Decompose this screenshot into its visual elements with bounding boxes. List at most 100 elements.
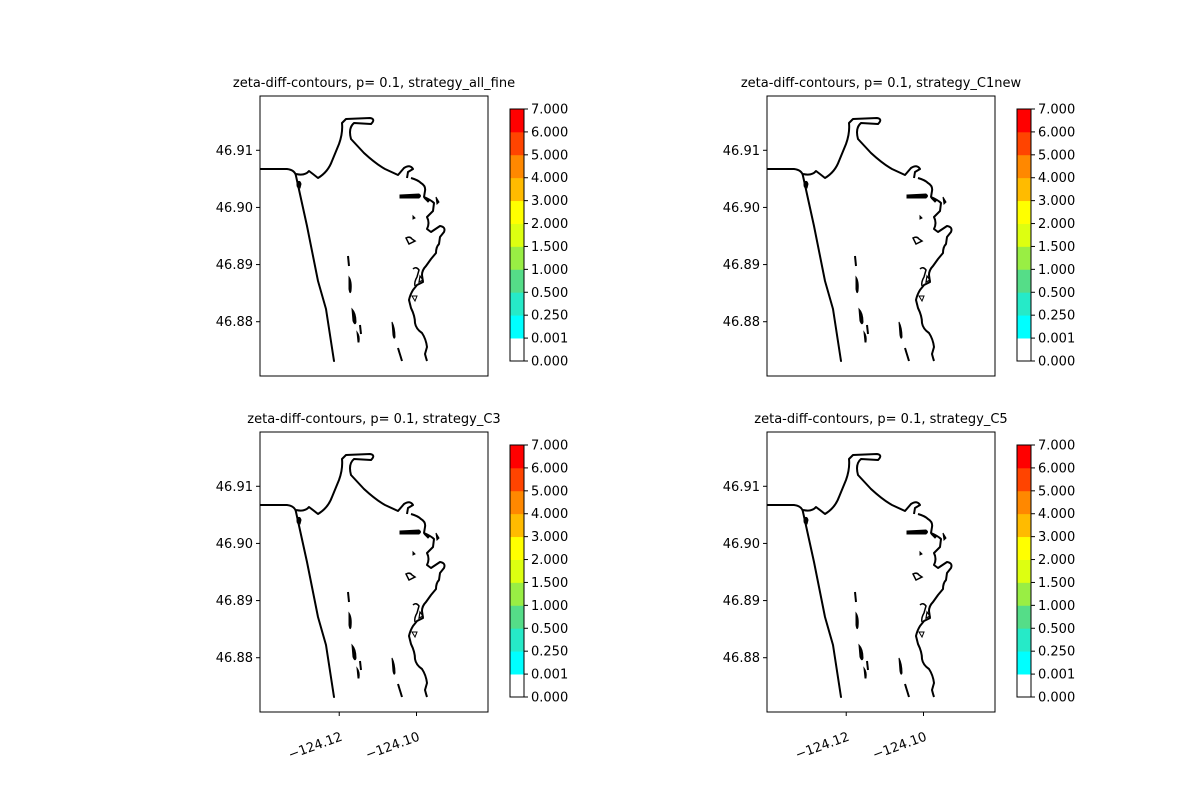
colorbar-segment: [1017, 651, 1031, 675]
axes-frame: [259, 431, 489, 713]
shoreline-contour: [767, 117, 953, 362]
colorbar-tick-label: 0.250: [1038, 645, 1075, 660]
colorbar-tick-label: 4.000: [531, 507, 568, 522]
colorbar-tick-label: 6.000: [1038, 461, 1075, 476]
colorbar-tick-label: 6.000: [531, 461, 568, 476]
colorbar: 0.000 0.001 0.250 0.500 1.000 1.500 2.000 3.000…: [1016, 439, 1075, 706]
colorbar-segment: [510, 154, 524, 179]
colorbar-segment: [510, 513, 524, 538]
colorbar-segment: [1017, 490, 1031, 515]
axes-frame: [259, 95, 489, 377]
colorbar: 0.000 0.001 0.250 0.500 1.000 1.500 2.000 3.000…: [509, 103, 568, 370]
y-tick-label: 46.88: [216, 651, 253, 666]
y-tick-label: 46.90: [216, 537, 253, 552]
colorbar-tick-label: 0.001: [531, 668, 568, 683]
axes-frame: [766, 95, 996, 377]
map-area: [260, 117, 446, 362]
y-tick-label: 46.89: [723, 258, 760, 273]
subplot-title: zeta-diff-contours, p= 0.1, strategy_C1n…: [741, 76, 1022, 91]
colorbar-tick-label: 1.500: [1038, 240, 1075, 255]
colorbar-segment: [1017, 582, 1031, 606]
colorbar-tick-label: 2.000: [1038, 553, 1075, 568]
colorbar-tick-label: 0.250: [531, 309, 568, 324]
subplot-3: zeta-diff-contours, p= 0.1, strategy_C3 4…: [216, 412, 568, 763]
colorbar-tick-label: 4.000: [1038, 171, 1075, 186]
colorbar-tick-label: 7.000: [1038, 103, 1075, 118]
colorbar-tick-label: 7.000: [1038, 439, 1075, 454]
y-tick-label: 46.88: [723, 315, 760, 330]
colorbar-segment: [1017, 223, 1031, 247]
axes-frame: [766, 431, 996, 713]
colorbar-tick-label: 4.000: [1038, 507, 1075, 522]
colorbar-segment: [510, 315, 524, 339]
colorbar-segment: [1017, 467, 1031, 492]
colorbar-segment: [510, 536, 524, 560]
colorbar: 0.000 0.001 0.250 0.500 1.000 1.500 2.000 3.000…: [509, 439, 568, 706]
y-tick-label: 46.90: [216, 201, 253, 216]
colorbar-segment: [1017, 674, 1031, 698]
colorbar-segment: [510, 559, 524, 583]
colorbar-tick-label: 1.500: [531, 576, 568, 591]
colorbar-tick-label: 1.000: [1038, 263, 1075, 278]
colorbar-segment: [1017, 513, 1031, 538]
map-area: [767, 453, 953, 698]
colorbar-tick-label: 0.500: [531, 622, 568, 637]
colorbar-tick-label: 5.000: [531, 148, 568, 163]
colorbar-segment: [1017, 269, 1031, 293]
colorbar-tick-label: 0.001: [531, 332, 568, 347]
colorbar-frame: [509, 108, 525, 362]
colorbar-segment: [1017, 109, 1031, 133]
colorbar-segment: [510, 605, 524, 629]
colorbar-segment: [510, 246, 524, 270]
colorbar-segment: [510, 490, 524, 515]
colorbar-segment: [1017, 154, 1031, 179]
colorbar-segment: [510, 223, 524, 247]
colorbar-segment: [510, 177, 524, 202]
colorbar-segment: [510, 628, 524, 652]
colorbar-tick-label: 2.000: [531, 553, 568, 568]
colorbar-segment: [510, 338, 524, 362]
colorbar-segment: [1017, 605, 1031, 629]
colorbar-segment: [1017, 131, 1031, 156]
map-area: [260, 453, 446, 698]
y-tick-label: 46.91: [216, 144, 253, 159]
colorbar-frame: [509, 444, 525, 698]
subplot-title: zeta-diff-contours, p= 0.1, strategy_C5: [754, 412, 1007, 427]
y-tick-label: 46.91: [723, 480, 760, 495]
colorbar-tick-label: 5.000: [1038, 148, 1075, 163]
colorbar-segment: [510, 445, 524, 469]
subplot-title: zeta-diff-contours, p= 0.1, strategy_all…: [233, 76, 515, 91]
colorbar-tick-label: 6.000: [1038, 125, 1075, 140]
colorbar-tick-label: 0.000: [1038, 355, 1075, 370]
colorbar-tick-label: 0.250: [1038, 309, 1075, 324]
colorbar-tick-label: 5.000: [1038, 484, 1075, 499]
colorbar-frame: [1016, 108, 1032, 362]
y-tick-label: 46.90: [723, 201, 760, 216]
subplot-4: zeta-diff-contours, p= 0.1, strategy_C5 4…: [723, 412, 1075, 763]
x-tick-label: −124.10: [364, 730, 422, 763]
colorbar-tick-label: 0.001: [1038, 668, 1075, 683]
colorbar-tick-label: 0.000: [1038, 691, 1075, 706]
colorbar-tick-label: 2.000: [531, 217, 568, 232]
subplot-2: zeta-diff-contours, p= 0.1, strategy_C1n…: [723, 76, 1075, 377]
colorbar-tick-label: 3.000: [531, 530, 568, 545]
subplot-1: zeta-diff-contours, p= 0.1, strategy_all…: [216, 76, 568, 377]
shoreline-contour: [260, 453, 446, 698]
y-tick-label: 46.89: [723, 594, 760, 609]
colorbar-segment: [510, 651, 524, 675]
y-tick-label: 46.91: [216, 480, 253, 495]
y-tick-label: 46.89: [216, 594, 253, 609]
colorbar-segment: [1017, 559, 1031, 583]
x-tick-label: −124.12: [286, 730, 344, 763]
colorbar-tick-label: 0.250: [531, 645, 568, 660]
colorbar: 0.000 0.001 0.250 0.500 1.000 1.500 2.000 3.000…: [1016, 103, 1075, 370]
colorbar-tick-label: 5.000: [531, 484, 568, 499]
colorbar-segment: [510, 467, 524, 492]
colorbar-tick-label: 7.000: [531, 103, 568, 118]
x-tick-label: −124.10: [871, 730, 929, 763]
y-tick-label: 46.89: [216, 258, 253, 273]
colorbar-segment: [1017, 536, 1031, 560]
colorbar-segment: [510, 269, 524, 293]
shoreline-contour: [260, 117, 446, 362]
